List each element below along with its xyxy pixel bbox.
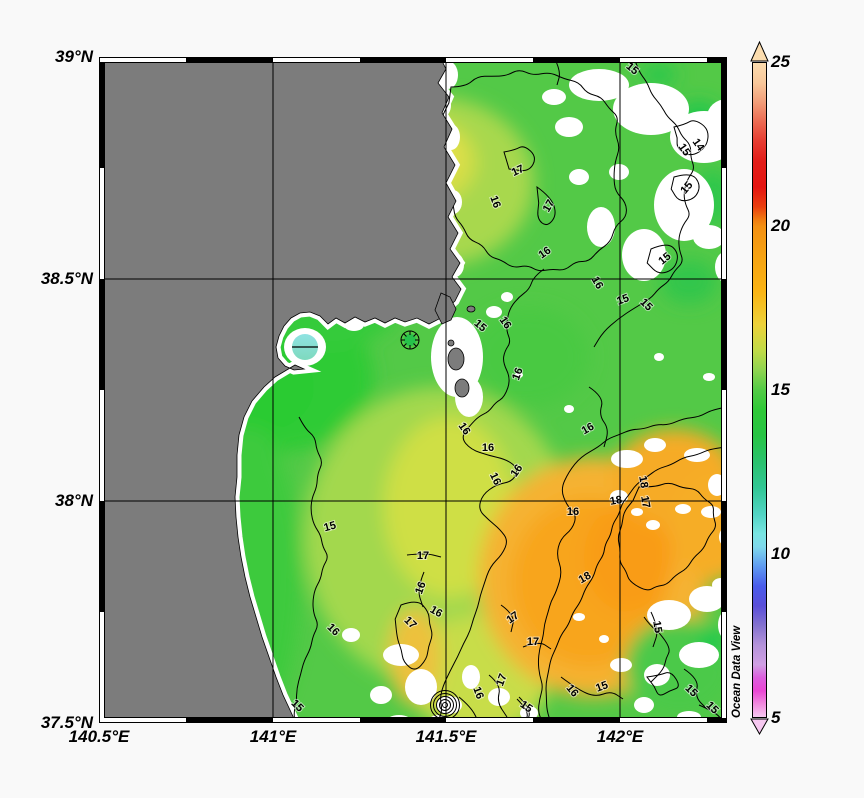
x-tick-label: 141.5°E — [415, 727, 477, 746]
colorbar-arrow-down-icon — [750, 718, 769, 736]
contour-label: 17 — [638, 495, 652, 509]
colorbar-tick-label: 5 — [771, 708, 781, 727]
odv-watermark: Ocean Data View — [731, 625, 743, 718]
y-tick-label: 39°N — [55, 47, 93, 66]
contour-label: 15 — [615, 292, 631, 307]
map-plot-area: 16 17 17 16 15 15 14 15 15 16 15 15 15 16 16 16 16 16 16 16… — [99, 57, 727, 723]
hachured-minimum-contour — [400, 330, 420, 350]
colorbar-arrow-up-icon — [750, 40, 769, 62]
contour-label: 17 — [527, 636, 539, 648]
contour-label: 17 — [417, 550, 429, 562]
contour-label: 16 — [567, 506, 579, 518]
contour-label: 16 — [510, 366, 525, 382]
land-mass — [99, 57, 462, 723]
x-tick-label: 142°E — [596, 727, 644, 746]
x-tick-label: 140.5°E — [68, 727, 130, 746]
contour-lines — [293, 57, 727, 723]
contour-label: 16 — [470, 685, 485, 701]
map-frame — [99, 57, 727, 723]
grid-lines — [99, 57, 727, 723]
contour-label: 18 — [636, 475, 650, 489]
colorbar: 25 20 15 10 5 Ocean Data View — [731, 40, 855, 750]
colorbar-tick-label: 25 — [771, 52, 790, 71]
colorbar-tick-label: 15 — [771, 380, 790, 399]
contour-label: 16 — [487, 194, 502, 210]
contour-label: 15 — [323, 520, 338, 535]
contour-label: 16 — [482, 442, 494, 454]
contour-label: 15 — [650, 620, 664, 634]
contour-label: 16 — [413, 580, 428, 596]
contour-label: 17 — [494, 672, 509, 688]
contour-label: 15 — [594, 679, 610, 694]
y-tick-label: 38.5°N — [40, 269, 93, 288]
y-tick-label: 38°N — [55, 491, 93, 510]
x-tick-label: 141°E — [249, 727, 297, 746]
colorbar-tick-label: 10 — [771, 544, 790, 563]
bullseye-contours — [430, 690, 460, 720]
nodata-patches — [284, 61, 727, 723]
colorbar-gradient — [752, 62, 767, 718]
colorbar-tick-label: 20 — [771, 216, 790, 235]
y-tick-label: 37.5°N — [40, 713, 93, 732]
matsushima-cold-spot — [292, 334, 318, 360]
